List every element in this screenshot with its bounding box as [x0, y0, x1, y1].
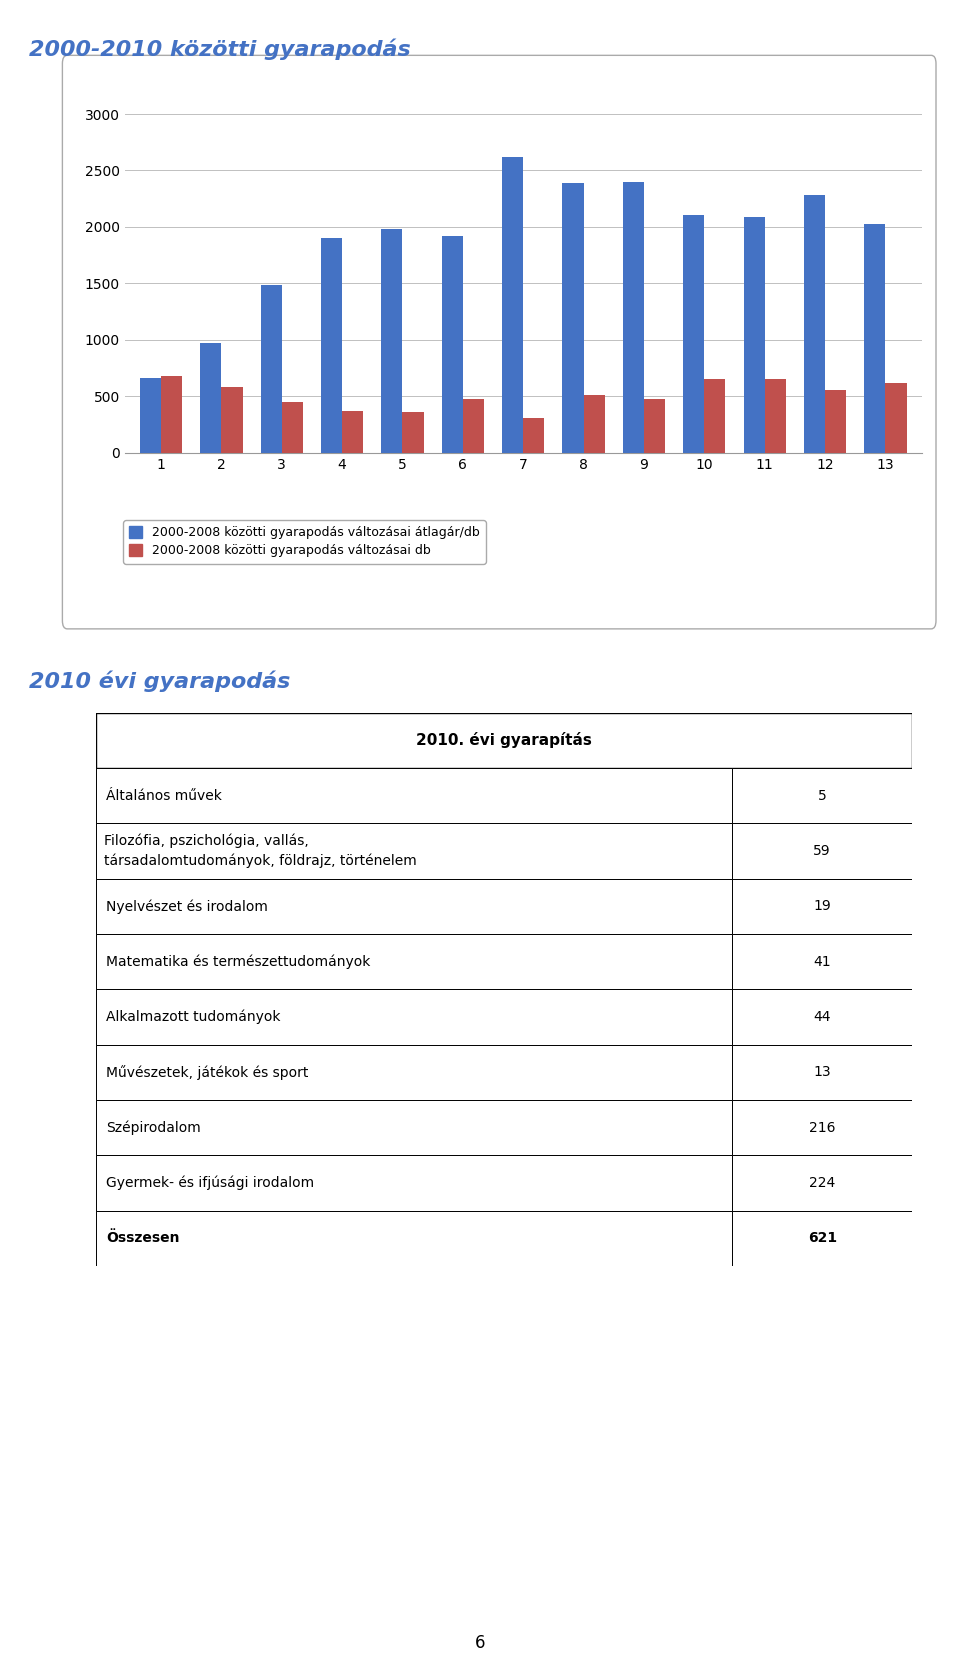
Text: 59: 59 — [813, 844, 831, 859]
Bar — [96, 989, 732, 1045]
Text: 44: 44 — [813, 1010, 831, 1025]
Bar — [584, 396, 605, 453]
Text: Alkalmazott tudományok: Alkalmazott tudományok — [106, 1010, 280, 1025]
Bar — [222, 387, 243, 453]
Text: 6: 6 — [475, 1635, 485, 1652]
Bar — [96, 934, 732, 989]
Bar — [732, 879, 912, 934]
Bar — [281, 402, 302, 453]
Bar — [342, 411, 363, 453]
Text: Általános művek: Általános művek — [106, 788, 222, 803]
Text: Szépirodalom: Szépirodalom — [106, 1120, 201, 1135]
Text: 621: 621 — [807, 1231, 837, 1246]
Bar — [623, 181, 644, 453]
Bar — [463, 399, 484, 453]
Text: 41: 41 — [813, 954, 831, 969]
Bar — [96, 1155, 732, 1211]
Bar — [684, 215, 705, 453]
Bar — [732, 1155, 912, 1211]
Bar — [644, 399, 665, 453]
Text: 2010 évi gyarapodás: 2010 évi gyarapodás — [29, 671, 290, 693]
Bar — [161, 376, 182, 453]
Text: Nyelvészet és irodalom: Nyelvészet és irodalom — [106, 899, 268, 914]
Bar — [96, 1045, 732, 1100]
Bar — [201, 344, 222, 453]
Bar — [96, 1211, 732, 1266]
Text: társadalomtudományok, földrajz, történelem: társadalomtudományok, földrajz, történel… — [104, 854, 417, 869]
Legend: 2000-2008 közötti gyarapodás változásai átlagár/db, 2000-2008 közötti gyarapodás: 2000-2008 közötti gyarapodás változásai … — [123, 520, 486, 563]
Bar — [732, 823, 912, 879]
Bar — [260, 285, 281, 453]
Bar — [765, 379, 786, 453]
Text: 13: 13 — [813, 1065, 831, 1080]
Bar — [502, 158, 523, 453]
Bar — [732, 768, 912, 823]
Text: Összesen: Összesen — [106, 1231, 180, 1246]
Bar — [96, 1100, 732, 1155]
Text: Matematika és természettudományok: Matematika és természettudományok — [106, 954, 371, 969]
Bar — [523, 418, 544, 453]
Bar — [96, 768, 732, 823]
Bar — [96, 823, 732, 879]
Text: 216: 216 — [809, 1120, 835, 1135]
Bar — [732, 1045, 912, 1100]
Bar — [96, 713, 912, 768]
Bar — [864, 223, 885, 453]
Bar — [96, 713, 912, 768]
Text: Művészetek, játékok és sport: Művészetek, játékok és sport — [106, 1065, 308, 1080]
Bar — [732, 1100, 912, 1155]
Bar — [732, 934, 912, 989]
Bar — [140, 379, 161, 453]
Bar — [321, 238, 342, 453]
Text: 224: 224 — [809, 1176, 835, 1191]
Bar — [563, 183, 584, 453]
Bar — [96, 879, 732, 934]
Bar — [732, 989, 912, 1045]
Text: Filozófia, pszichológia, vallás,: Filozófia, pszichológia, vallás, — [104, 833, 309, 849]
Text: 2000-2010 közötti gyarapodás: 2000-2010 közötti gyarapodás — [29, 39, 411, 60]
Bar — [804, 195, 825, 453]
Bar — [732, 1211, 912, 1266]
Bar — [381, 230, 402, 453]
Bar — [442, 236, 463, 453]
Bar — [402, 413, 423, 453]
Bar — [705, 379, 726, 453]
Text: 5: 5 — [818, 788, 827, 803]
Text: 19: 19 — [813, 899, 831, 914]
Bar — [885, 382, 906, 453]
Text: Gyermek- és ifjúsági irodalom: Gyermek- és ifjúsági irodalom — [106, 1176, 314, 1191]
Text: 2010. évi gyarapítás: 2010. évi gyarapítás — [416, 733, 592, 748]
Bar — [825, 389, 846, 453]
Bar — [744, 216, 765, 453]
